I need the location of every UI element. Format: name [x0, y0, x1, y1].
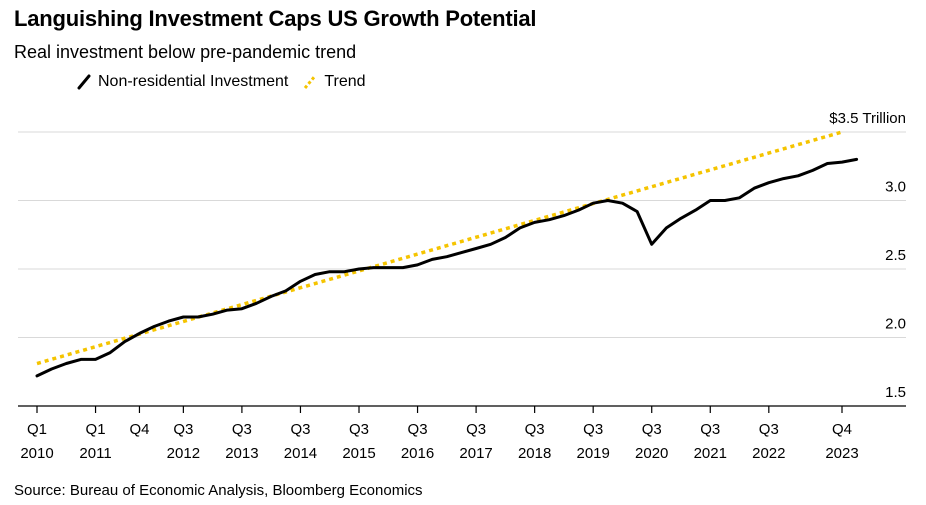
source-note: Source: Bureau of Economic Analysis, Blo… — [14, 482, 423, 499]
legend-trend-swatch — [304, 75, 317, 89]
y-tick-label: 3.0 — [885, 179, 906, 196]
x-tick-label-year: 2017 — [459, 445, 492, 462]
x-tick-label-quarter: Q3 — [525, 421, 545, 438]
x-tick-label-quarter: Q3 — [759, 421, 779, 438]
x-tick-label-quarter: Q4 — [129, 421, 149, 438]
legend-item-investment: Non-residential Investment — [76, 73, 288, 91]
x-tick-label-year: 2013 — [225, 445, 258, 462]
legend-investment-swatch — [77, 74, 91, 90]
x-tick-label-year: 2021 — [694, 445, 727, 462]
chart-title: Languishing Investment Caps US Growth Po… — [14, 6, 537, 31]
x-tick-label-year: 2016 — [401, 445, 434, 462]
x-tick-label-quarter: Q1 — [86, 421, 106, 438]
x-tick-label-quarter: Q3 — [232, 421, 252, 438]
trend-line — [36, 130, 843, 366]
x-tick-label-year: 2010 — [20, 445, 53, 462]
x-tick-label-quarter: Q3 — [583, 421, 603, 438]
legend-trend-label: Trend — [324, 73, 366, 90]
legend: Non-residential Investment Trend — [76, 73, 380, 91]
x-tick-label-quarter: Q3 — [290, 421, 310, 438]
x-tick-label-quarter: Q4 — [832, 421, 852, 438]
x-tick-label-quarter: Q3 — [700, 421, 720, 438]
y-tick-label: $3.5 Trillion — [829, 110, 906, 127]
x-tick-label-quarter: Q3 — [173, 421, 193, 438]
x-tick-label-year: 2020 — [635, 445, 668, 462]
x-tick-label-quarter: Q3 — [408, 421, 428, 438]
legend-item-trend: Trend — [302, 73, 366, 91]
x-tick-label-year: 2018 — [518, 445, 551, 462]
x-tick-label-quarter: Q3 — [349, 421, 369, 438]
y-tick-label: 1.5 — [885, 384, 906, 401]
chart-subtitle: Real investment below pre-pandemic trend — [14, 42, 357, 62]
x-tick-label-year: 2015 — [342, 445, 375, 462]
x-tick-label-year: 2022 — [752, 445, 785, 462]
x-tick-label-quarter: Q3 — [642, 421, 662, 438]
x-tick-label-quarter: Q3 — [466, 421, 486, 438]
investment-line — [35, 157, 859, 378]
y-tick-label: 2.5 — [885, 247, 906, 264]
x-tick-label-year: 2011 — [79, 445, 111, 462]
x-tick-label-year: 2012 — [167, 445, 200, 462]
x-tick-label-year: 2014 — [284, 445, 317, 462]
x-tick-label-quarter: Q1 — [27, 421, 47, 438]
legend-investment-label: Non-residential Investment — [98, 73, 289, 90]
y-tick-label: 2.0 — [885, 316, 906, 333]
x-tick-label-year: 2019 — [576, 445, 609, 462]
x-tick-label-year: 2023 — [825, 445, 858, 462]
